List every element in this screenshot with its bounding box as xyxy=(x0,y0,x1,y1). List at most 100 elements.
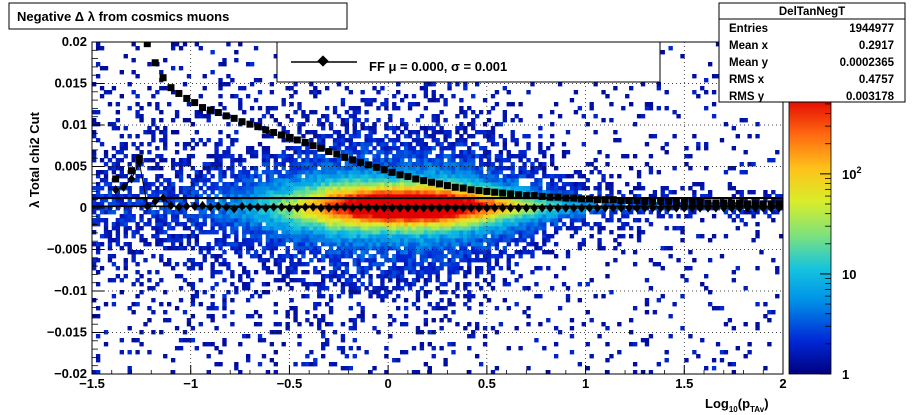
heatmap-cell xyxy=(99,234,105,239)
heatmap-cell xyxy=(467,282,472,287)
heatmap-cell xyxy=(423,242,429,247)
heatmap-cell xyxy=(372,218,377,223)
heatmap-cell xyxy=(392,166,397,171)
heatmap-cell xyxy=(317,282,322,287)
heatmap-cell xyxy=(352,150,357,155)
heatmap-cell xyxy=(360,210,365,215)
heatmap-cell xyxy=(238,106,243,111)
heatmap-cell xyxy=(210,174,215,179)
heatmap-cell xyxy=(542,190,547,195)
heatmap-cell xyxy=(542,230,547,235)
heatmap-cell xyxy=(506,174,511,179)
heatmap-cell xyxy=(553,214,559,219)
heatmap-cell xyxy=(372,198,377,203)
heatmap-cell xyxy=(388,186,393,191)
heatmap-cell xyxy=(336,170,342,175)
heatmap-cell xyxy=(589,318,594,323)
heatmap-cell xyxy=(696,354,701,359)
heatmap-cell xyxy=(226,74,231,79)
heatmap-cell xyxy=(680,294,685,299)
heatmap-cell xyxy=(356,214,361,219)
heatmap-cell xyxy=(407,170,413,175)
heatmap-cell xyxy=(652,190,658,195)
heatmap-cell xyxy=(348,138,354,143)
heatmap-cell xyxy=(644,106,650,111)
heatmap-cell xyxy=(163,310,168,315)
heatmap-cell xyxy=(530,202,535,207)
heatmap-cell xyxy=(506,158,511,163)
heatmap-cell xyxy=(514,230,519,235)
heatmap-cell xyxy=(127,190,132,195)
heatmap-cell xyxy=(313,166,318,171)
heatmap-cell xyxy=(419,182,425,187)
heatmap-cell xyxy=(198,230,203,235)
heatmap-cell xyxy=(352,170,357,175)
heatmap-cell xyxy=(143,158,148,163)
heatmap-cell xyxy=(257,254,263,259)
heatmap-cell xyxy=(475,254,480,259)
heatmap-cell xyxy=(127,186,132,191)
heatmap-cell xyxy=(403,222,409,227)
heatmap-cell xyxy=(186,322,192,327)
heatmap-cell xyxy=(317,90,322,95)
heatmap-cell xyxy=(739,190,744,195)
heatmap-cell xyxy=(443,262,448,267)
heatmap-cell xyxy=(411,250,417,255)
heatmap-cell xyxy=(451,142,456,147)
heatmap-cell xyxy=(561,202,567,207)
heatmap-cell xyxy=(210,306,215,311)
heatmap-cell xyxy=(324,210,330,215)
heatmap-cell xyxy=(238,342,243,347)
heatmap-cell xyxy=(704,106,709,111)
heatmap-cell xyxy=(261,194,267,199)
heatmap-cell xyxy=(439,222,444,227)
heatmap-cell xyxy=(502,278,507,283)
square-marker xyxy=(191,99,199,107)
heatmap-cell xyxy=(605,262,610,267)
heatmap-cell xyxy=(581,238,586,243)
heatmap-cell xyxy=(123,146,128,151)
heatmap-cell xyxy=(321,294,326,299)
heatmap-cell xyxy=(621,202,626,207)
heatmap-cell xyxy=(285,326,290,331)
heatmap-cell xyxy=(581,114,586,119)
heatmap-cell xyxy=(538,202,543,207)
square-marker xyxy=(475,187,483,195)
heatmap-cell xyxy=(135,94,140,99)
heatmap-cell xyxy=(352,290,357,295)
heatmap-cell xyxy=(328,202,334,207)
heatmap-cell xyxy=(431,186,436,191)
heatmap-cell xyxy=(482,174,488,179)
heatmap-cell xyxy=(332,170,338,175)
heatmap-cell xyxy=(297,122,302,127)
heatmap-cell xyxy=(407,194,413,199)
heatmap-cell xyxy=(289,222,294,227)
heatmap-cell xyxy=(257,222,263,227)
heatmap-cell xyxy=(384,230,389,235)
heatmap-cell xyxy=(289,158,294,163)
heatmap-cell xyxy=(546,174,551,179)
heatmap-cell xyxy=(388,146,393,151)
heatmap-cell xyxy=(253,214,259,219)
heatmap-cell xyxy=(668,190,673,195)
heatmap-cell xyxy=(245,178,251,183)
heatmap-cell xyxy=(324,170,330,175)
heatmap-cell xyxy=(222,222,227,227)
heatmap-cell xyxy=(95,222,101,227)
heatmap-cell xyxy=(518,166,523,171)
heatmap-cell xyxy=(131,230,136,235)
heatmap-cell xyxy=(336,214,342,219)
heatmap-cell xyxy=(617,190,622,195)
heatmap-cell xyxy=(218,350,223,355)
heatmap-cell xyxy=(392,198,397,203)
heatmap-cell xyxy=(265,282,271,287)
heatmap-cell xyxy=(569,186,575,191)
heatmap-cell xyxy=(656,298,661,303)
heatmap-cell xyxy=(186,118,192,123)
heatmap-cell xyxy=(411,218,417,223)
heatmap-cell xyxy=(415,270,421,275)
heatmap-cell xyxy=(384,182,389,187)
heatmap-cell xyxy=(550,250,555,255)
heatmap-cell xyxy=(431,170,436,175)
heatmap-cell xyxy=(755,198,760,203)
